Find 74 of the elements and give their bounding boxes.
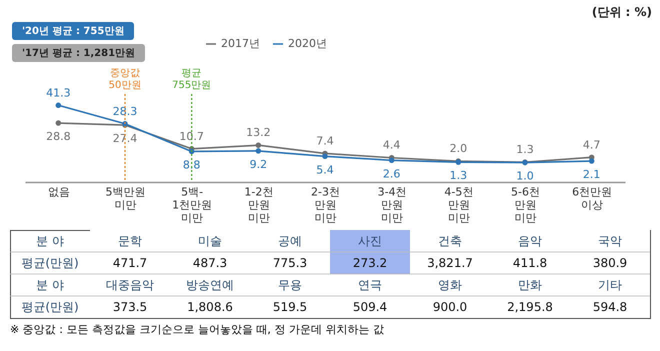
data-label: 27.4 xyxy=(112,132,138,146)
data-label: 2.6 xyxy=(382,167,400,180)
category-label: 건축 xyxy=(438,234,462,248)
point xyxy=(588,158,594,164)
text: 1,808.6 xyxy=(187,300,233,314)
data-label: 2.0 xyxy=(450,142,468,156)
data-label: 1.3 xyxy=(516,143,534,156)
data-label: 1.3 xyxy=(450,169,468,182)
category-label: 만화 xyxy=(518,278,542,292)
category-label: 국악 xyxy=(598,234,622,248)
data-label: 5.4 xyxy=(316,163,334,176)
category-label: 기타 xyxy=(598,278,622,292)
text: 487.3 xyxy=(192,256,228,270)
ref-line-label: 평균 755만원 xyxy=(172,68,212,91)
data-label: 2.1 xyxy=(582,168,600,182)
category-label: 사진 xyxy=(358,234,382,248)
data-label: 4.7 xyxy=(582,138,600,152)
point xyxy=(256,148,262,154)
legend-label: 2017년 xyxy=(221,37,260,50)
data-label: 28.8 xyxy=(46,130,71,144)
text: (단위 : %) xyxy=(592,4,652,21)
x-tick-label: 2-3천 만원 미만 xyxy=(311,186,340,224)
category-label: 문학 xyxy=(118,234,142,248)
text: 273.2 xyxy=(352,256,388,270)
x-tick-label: 5백- 1천만원 미만 xyxy=(172,186,212,224)
text: 373.5 xyxy=(112,300,148,314)
text: 411.8 xyxy=(512,256,548,270)
category-label: 무용 xyxy=(278,278,302,292)
point xyxy=(56,102,62,108)
text: 900.0 xyxy=(432,300,468,314)
data-label: 10.7 xyxy=(179,130,204,143)
data-label: 41.3 xyxy=(46,86,71,100)
text: 594.8 xyxy=(592,300,628,314)
text: 775.3 xyxy=(272,256,308,270)
text: 471.7 xyxy=(112,256,148,270)
text: 분 야 xyxy=(36,234,64,248)
category-label: 공예 xyxy=(278,234,302,248)
text: 분 야 xyxy=(36,278,64,292)
category-label: 영화 xyxy=(438,278,462,292)
x-tick-label: 5백만원 미만 xyxy=(106,186,146,212)
text: 평균(만원) xyxy=(21,300,79,314)
x-tick-label: 5-6천 만원 미만 xyxy=(511,186,540,224)
point xyxy=(256,142,262,148)
category-label: 미술 xyxy=(198,234,222,248)
text: 380.9 xyxy=(592,256,628,270)
data-label: 4.4 xyxy=(382,138,400,152)
x-tick-label: 6천만원 이상 xyxy=(572,186,612,212)
data-label: 9.2 xyxy=(250,158,268,171)
text: 519.5 xyxy=(272,300,308,314)
text: 2,195.8 xyxy=(507,300,553,314)
data-label: 13.2 xyxy=(246,126,271,140)
text: '20년 평균 : 755만원 xyxy=(12,22,134,40)
point xyxy=(322,154,328,160)
category-label: 음악 xyxy=(518,234,542,248)
x-tick-label: 4-5천 만원 미만 xyxy=(444,186,474,224)
category-label: 대중음악 xyxy=(106,278,154,292)
legend-label: 2020년 xyxy=(288,37,327,50)
text: '17년 평균 : 1,281만원 xyxy=(12,44,146,62)
ref-line-label: 중앙값 50만원 xyxy=(108,68,142,91)
point xyxy=(56,120,62,126)
x-tick-label: 1-2천 만원 미만 xyxy=(244,186,274,224)
text: 3,821.7 xyxy=(427,256,473,270)
text: ※ 중앙값 : 모든 측정값을 크기순으로 늘어놓았을 때, 정 가운데 위치하는 값 xyxy=(10,322,384,337)
data-label: 1.0 xyxy=(516,170,534,183)
data-label: 28.3 xyxy=(112,104,138,118)
category-label: 연극 xyxy=(358,278,382,292)
data-label: 7.4 xyxy=(316,134,334,148)
category-label: 방송연예 xyxy=(186,278,234,292)
x-tick-label: 없음 xyxy=(48,186,70,198)
data-label: 8.8 xyxy=(182,158,200,172)
x-tick-label: 3-4천 만원 미만 xyxy=(378,186,407,224)
point xyxy=(388,158,394,164)
text: 509.4 xyxy=(352,300,388,314)
text: 평균(만원) xyxy=(21,256,79,270)
